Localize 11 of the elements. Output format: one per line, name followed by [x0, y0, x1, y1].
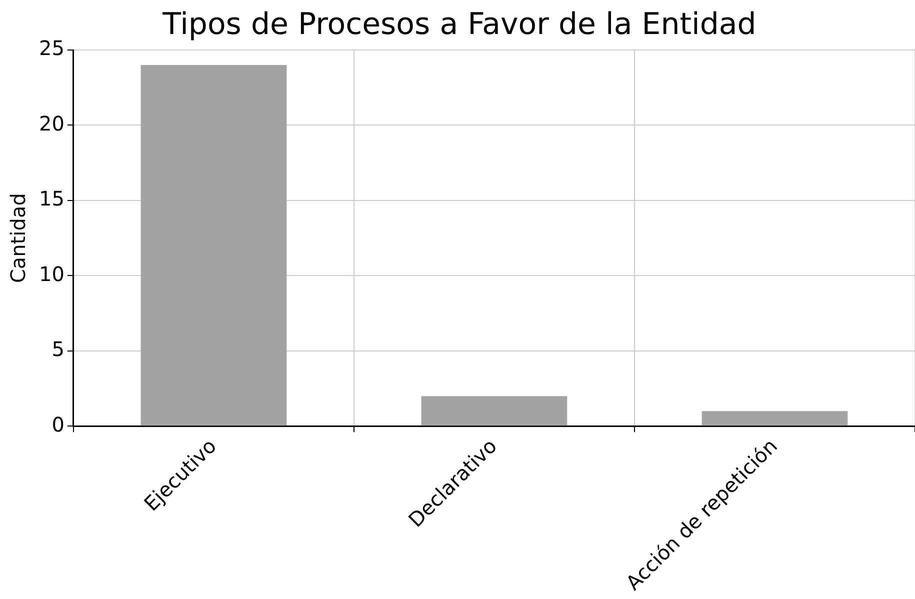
y-tick-label: 5	[52, 337, 64, 362]
y-tick-label: 15	[38, 186, 64, 211]
y-tick-label: 10	[38, 262, 64, 286]
y-axis-title: Cantidad	[6, 193, 30, 284]
y-tick-label: 0	[52, 412, 64, 436]
y-tick-label: 20	[38, 111, 64, 136]
y-tick-label: 25	[38, 36, 64, 60]
bar	[702, 411, 848, 426]
bar	[421, 396, 568, 426]
bar	[140, 65, 287, 426]
chart-title: Tipos de Procesos a Favor de la Entidad	[162, 6, 756, 42]
